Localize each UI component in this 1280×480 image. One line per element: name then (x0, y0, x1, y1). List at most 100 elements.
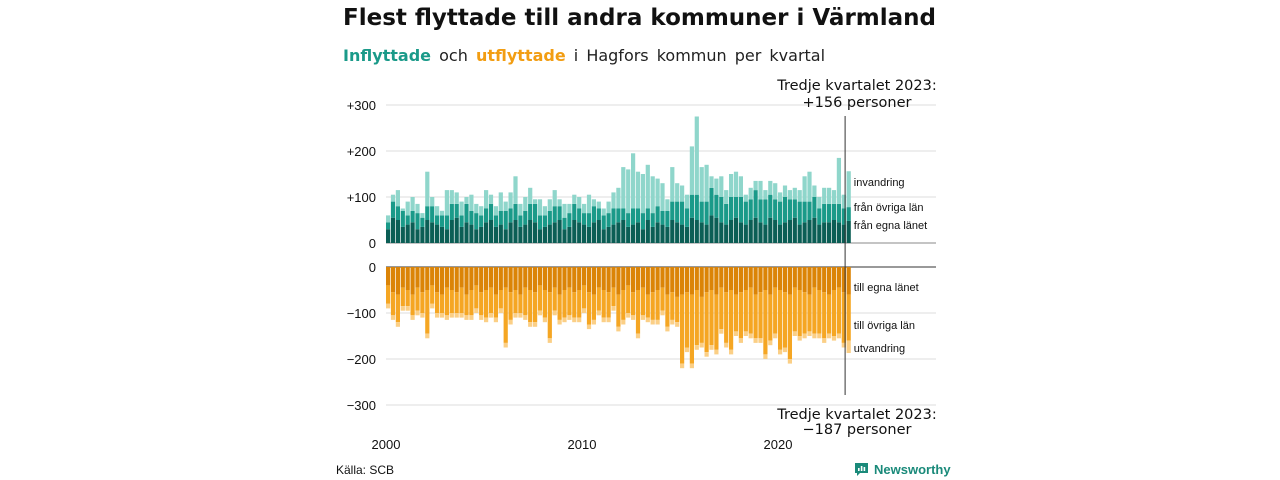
bar-outflow-segment (778, 290, 783, 350)
bar-inflow-segment (729, 220, 734, 243)
bar-inflow-segment (827, 222, 832, 243)
bar-outflow-segment (822, 292, 827, 339)
bar-outflow-segment (449, 267, 454, 290)
bar-inflow-segment (528, 203, 533, 220)
bar-outflow-segment (665, 294, 670, 327)
bar-outflow-segment (748, 333, 753, 339)
bar-outflow-segment (616, 326, 621, 332)
bar-outflow-segment (738, 338, 743, 343)
bar-outflow-segment (464, 294, 469, 316)
bar-inflow-segment (557, 206, 562, 220)
bar-outflow-segment (812, 287, 817, 334)
bar-outflow-segment (846, 340, 851, 354)
bar-outflow-segment (493, 294, 498, 318)
bar-outflow-segment (454, 267, 459, 293)
bar-inflow-segment (395, 220, 400, 243)
bar-outflow-segment (660, 267, 665, 288)
bar-inflow-segment (518, 215, 523, 227)
bar-inflow-segment (675, 222, 680, 243)
bar-inflow-segment (846, 171, 851, 208)
bar-inflow-segment (709, 215, 714, 243)
bar-inflow-segment (724, 190, 729, 204)
bar-outflow-segment (493, 317, 498, 323)
bar-inflow-segment (827, 203, 832, 223)
bar-inflow-segment (680, 185, 685, 202)
bar-outflow-segment (405, 306, 410, 311)
bar-inflow-segment (586, 226, 592, 243)
bar-inflow-segment (640, 174, 645, 214)
bar-inflow-segment (606, 201, 611, 214)
bar-outflow-segment (827, 267, 832, 295)
bar-outflow-segment (518, 267, 523, 295)
bar-outflow-segment (586, 292, 592, 325)
bar-inflow-segment (802, 201, 807, 223)
bar-inflow-segment (528, 220, 533, 243)
series-label-outflow: utvandring (854, 343, 905, 355)
bar-inflow-segment (537, 229, 543, 243)
bar-inflow-segment (567, 226, 572, 243)
bar-outflow-segment (709, 267, 714, 290)
bar-outflow-segment (405, 290, 410, 307)
bar-outflow-segment (758, 267, 763, 293)
bar-outflow-segment (626, 313, 631, 318)
bar-inflow-segment (841, 224, 846, 243)
bar-inflow-segment (738, 222, 743, 243)
bar-outflow-segment (474, 285, 479, 309)
bar-outflow-segment (675, 322, 680, 327)
bar-outflow-segment (694, 290, 699, 346)
bar-outflow-segment (444, 267, 449, 288)
bar-outflow-segment (498, 308, 503, 313)
bar-inflow-segment (493, 215, 498, 227)
y-tick-label: +100 (347, 190, 376, 205)
bar-inflow-segment (626, 213, 631, 227)
bar-inflow-segment (425, 171, 430, 207)
bar-inflow-segment (444, 229, 449, 243)
bar-inflow-segment (758, 199, 763, 223)
bar-inflow-segment (655, 206, 660, 223)
bar-inflow-segment (694, 220, 699, 243)
bar-inflow-segment (596, 201, 601, 209)
bar-inflow-segment (645, 220, 650, 243)
bar-outflow-segment (635, 267, 641, 290)
bar-outflow-segment (400, 287, 405, 307)
bar-inflow-segment (444, 190, 449, 216)
bar-outflow-segment (675, 296, 680, 323)
bar-outflow-segment (572, 292, 577, 318)
chart-logo-icon (855, 463, 868, 476)
newsworthy-logo: Newsworthy (854, 462, 951, 477)
bar-inflow-segment (684, 208, 690, 227)
bar-outflow-segment (812, 333, 817, 339)
bar-inflow-segment (665, 226, 670, 243)
bar-outflow-segment (395, 294, 400, 323)
bar-outflow-segment (557, 319, 562, 325)
bar-outflow-segment (415, 310, 420, 316)
bar-inflow-segment (518, 203, 523, 216)
x-tick-label: 2010 (568, 437, 597, 452)
bar-inflow-segment (640, 229, 645, 243)
bar-inflow-segment (513, 203, 518, 220)
bar-outflow-segment (611, 287, 616, 307)
bar-inflow-segment (420, 213, 425, 218)
bar-outflow-segment (802, 333, 807, 339)
bar-inflow-segment (459, 215, 464, 227)
bar-outflow-segment (763, 290, 768, 355)
bar-outflow-segment (582, 285, 587, 309)
bar-inflow-segment (488, 203, 494, 220)
series-labels: från egna länet från övriga län invandring… (854, 177, 927, 355)
bar-outflow-segment (528, 322, 533, 327)
bar-inflow-segment (841, 208, 846, 225)
bar-outflow-segment (508, 292, 513, 320)
bar-inflow-segment (503, 229, 508, 243)
bar-outflow-segment (454, 313, 459, 318)
bar-outflow-segment (773, 333, 778, 339)
bar-outflow-segment (400, 306, 405, 311)
bar-inflow-segment (689, 146, 694, 195)
bar-inflow-segment (435, 215, 440, 225)
bar-inflow-segment (562, 217, 567, 230)
bar-inflow-segment (616, 222, 621, 243)
bar-outflow-segment (577, 317, 582, 323)
bar-inflow-segment (743, 224, 748, 243)
bar-outflow-segment (650, 292, 655, 320)
bar-inflow-segment (390, 201, 396, 218)
